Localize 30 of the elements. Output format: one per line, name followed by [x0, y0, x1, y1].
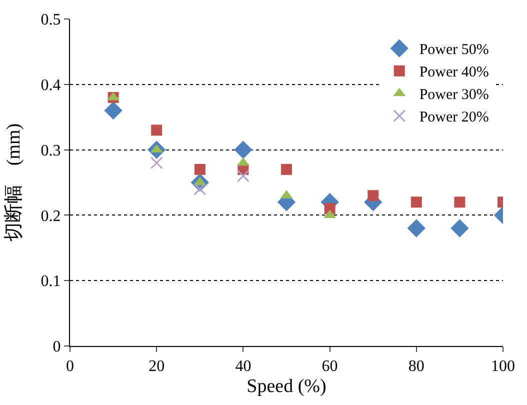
point: [150, 156, 163, 170]
x-tick-label: 80: [408, 358, 424, 376]
point: [407, 219, 426, 238]
y-tick-label: 0.2: [40, 208, 61, 225]
y-axis-title: 切断幅 (mm): [4, 123, 25, 242]
legend-label: Power 50%: [419, 42, 489, 58]
y-tick-label: 0: [52, 338, 61, 356]
x-tick-label: 100: [491, 358, 515, 376]
point: [236, 170, 250, 182]
point: [368, 190, 379, 202]
y-tick-label: 0.4: [40, 77, 61, 94]
x-tick-label: 60: [322, 358, 338, 376]
x-tick-label: 40: [235, 358, 252, 376]
y-tick-label: 0.3: [40, 142, 61, 160]
point: [104, 101, 122, 120]
y-tick-label: 0.5: [40, 12, 61, 29]
point: [450, 219, 469, 238]
x-tick-label: 20: [148, 358, 165, 376]
legend-label: Power 30%: [419, 87, 489, 104]
point: [151, 124, 162, 136]
point: [234, 140, 252, 159]
x-axis-title: Speed (%): [246, 376, 326, 397]
x-tick-label: 0: [66, 358, 74, 376]
y-tick-label: 0.1: [40, 273, 61, 290]
legend-label: Power 40%: [419, 64, 489, 81]
point: [454, 196, 466, 208]
point: [194, 164, 206, 175]
point: [281, 164, 292, 175]
legend-label: Power 20%: [419, 110, 489, 126]
point: [410, 196, 422, 208]
